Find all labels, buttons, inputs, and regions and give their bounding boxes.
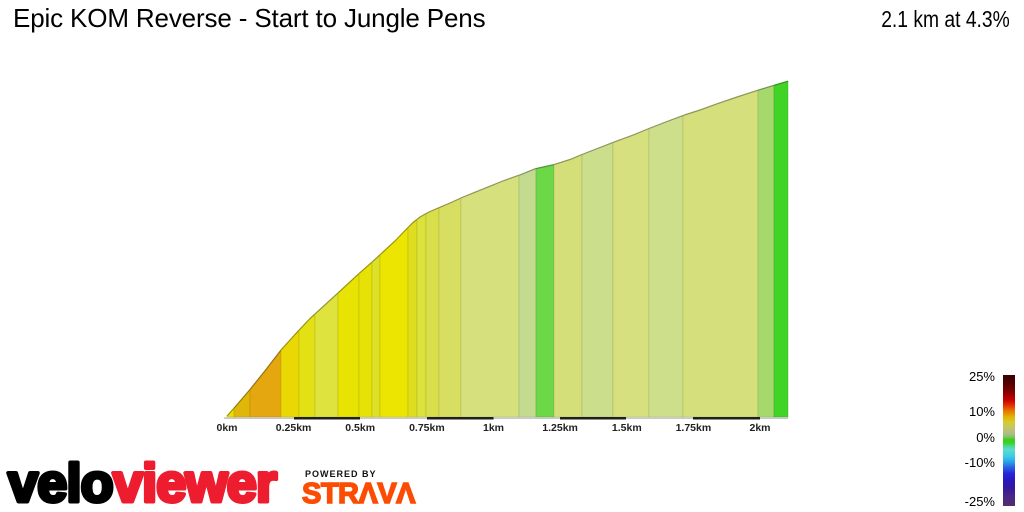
svg-text:STRΛVΛ: STRΛVΛ bbox=[302, 481, 416, 505]
svg-text:veloviewer: veloviewer bbox=[8, 454, 277, 512]
